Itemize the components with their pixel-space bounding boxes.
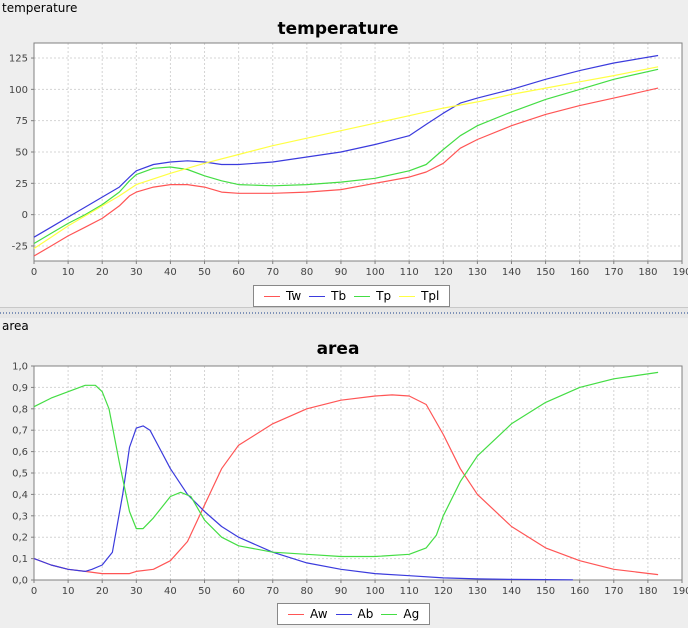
area-panel: area area 0 10 20 30 40 50 60 70 80 90 100 110 120 130… xyxy=(0,318,688,628)
y-tick-label: 75 xyxy=(15,116,28,127)
y-tick-label: 1,0 xyxy=(12,362,28,373)
x-tick-label: 160 xyxy=(570,586,589,597)
series-line-tb xyxy=(33,54,659,238)
x-tick-label: 110 xyxy=(400,267,419,278)
legend-swatch xyxy=(264,295,280,297)
legend-label: Ag xyxy=(403,607,420,621)
legend-item-ag: Ag xyxy=(381,607,419,621)
legend-label: Aw xyxy=(310,607,328,621)
x-tick-label: 130 xyxy=(468,267,487,278)
series-line-ag xyxy=(33,371,659,558)
temperature-legend: Tw Tb Tp Tpl xyxy=(253,285,451,307)
y-tick-label: 0,0 xyxy=(12,576,28,587)
x-tick-label: 70 xyxy=(266,586,279,597)
legend-item-tw: Tw xyxy=(264,289,301,303)
legend-item-aw: Aw xyxy=(288,607,328,621)
x-tick-label: 0 xyxy=(31,586,37,597)
y-tick-label: -25 xyxy=(12,241,28,252)
x-tick-label: 20 xyxy=(96,267,109,278)
y-tick-label: 0,8 xyxy=(12,404,28,415)
x-tick-label: 110 xyxy=(400,586,419,597)
x-tick-label: 90 xyxy=(335,267,348,278)
x-tick-label: 60 xyxy=(232,267,245,278)
x-tick-label: 180 xyxy=(638,267,657,278)
x-tick-label: 60 xyxy=(232,586,245,597)
legend-item-tpl: Tpl xyxy=(399,289,439,303)
legend-swatch xyxy=(309,295,326,297)
x-tick-label: 190 xyxy=(672,267,688,278)
x-tick-label: 70 xyxy=(266,267,279,278)
x-tick-label: 40 xyxy=(164,267,177,278)
area-chart: area 0 10 20 30 40 50 60 70 80 90 100 110 120 130 140 15… xyxy=(12,339,688,597)
temperature-chart: temperature 0 10 20 30 40 50 60 70 80 90 100 110 120 1… xyxy=(9,19,688,278)
x-tick-label: 130 xyxy=(468,586,487,597)
y-tick-label: 0,6 xyxy=(12,447,28,458)
y-tick-label: 0,7 xyxy=(12,426,28,437)
legend-swatch xyxy=(399,295,416,297)
y-tick-label: 0,2 xyxy=(12,533,28,544)
chart-title: area xyxy=(317,339,360,359)
x-tick-label: 170 xyxy=(604,267,623,278)
legend-label: Tp xyxy=(376,289,392,303)
x-tick-label: 90 xyxy=(335,586,348,597)
series-line-ab xyxy=(33,425,573,581)
x-tick-label: 140 xyxy=(502,267,521,278)
x-tick-label: 100 xyxy=(366,267,385,278)
x-tick-label: 10 xyxy=(62,267,75,278)
y-tick-label: 100 xyxy=(9,85,28,96)
series-line-tp xyxy=(33,68,659,245)
legend-label: Tpl xyxy=(421,289,440,303)
plot-border xyxy=(33,365,683,581)
legend-label: Ab xyxy=(357,607,374,621)
x-tick-label: 30 xyxy=(130,267,143,278)
y-tick-label: 0,5 xyxy=(12,469,28,480)
legend-swatch xyxy=(381,613,398,615)
y-tick-label: 0 xyxy=(22,210,28,221)
series-line-aw xyxy=(33,394,659,576)
legend-swatch xyxy=(354,295,371,297)
x-tick-label: 190 xyxy=(672,586,688,597)
x-tick-label: 40 xyxy=(164,586,177,597)
series-line-tpl xyxy=(33,66,659,250)
x-tick-label: 80 xyxy=(300,267,313,278)
divider-grip[interactable] xyxy=(0,312,688,314)
y-tick-label: 50 xyxy=(15,148,28,159)
x-tick-label: 80 xyxy=(300,586,313,597)
x-tick-label: 180 xyxy=(638,586,657,597)
x-tick-label: 170 xyxy=(604,586,623,597)
x-tick-label: 150 xyxy=(536,267,555,278)
x-tick-label: 120 xyxy=(434,586,453,597)
x-tick-label: 20 xyxy=(96,586,109,597)
x-tick-label: 120 xyxy=(434,267,453,278)
area-panel-label: area xyxy=(2,319,29,333)
legend-item-tb: Tb xyxy=(309,289,346,303)
y-tick-label: 0,9 xyxy=(12,383,28,394)
legend-item-tp: Tp xyxy=(354,289,391,303)
y-tick-label: 125 xyxy=(9,54,28,65)
legend-swatch xyxy=(288,613,304,615)
legend-swatch xyxy=(335,613,352,615)
x-tick-label: 50 xyxy=(198,267,211,278)
plot-border xyxy=(33,42,683,262)
legend-label: Tb xyxy=(331,289,347,303)
legend-label: Tw xyxy=(286,289,302,303)
y-tick-label: 0,1 xyxy=(12,554,28,565)
y-tick-label: 0,3 xyxy=(12,511,28,522)
x-tick-label: 10 xyxy=(62,586,75,597)
series-line-tw xyxy=(33,87,659,257)
temperature-panel-label: temperature xyxy=(2,1,78,15)
x-tick-label: 30 xyxy=(130,586,143,597)
chart-title: temperature xyxy=(277,19,398,39)
x-tick-label: 100 xyxy=(366,586,385,597)
x-tick-label: 50 xyxy=(198,586,211,597)
legend-item-ab: Ab xyxy=(335,607,374,621)
x-tick-label: 0 xyxy=(31,267,37,278)
x-tick-label: 160 xyxy=(570,267,589,278)
area-legend: Aw Ab Ag xyxy=(277,603,431,625)
x-tick-label: 140 xyxy=(502,586,521,597)
y-tick-label: 25 xyxy=(15,179,28,190)
x-tick-label: 150 xyxy=(536,586,555,597)
y-tick-label: 0,4 xyxy=(12,490,28,501)
temperature-panel: temperature temperature 0 10 20 30 40 50 60 70 80… xyxy=(0,0,688,307)
